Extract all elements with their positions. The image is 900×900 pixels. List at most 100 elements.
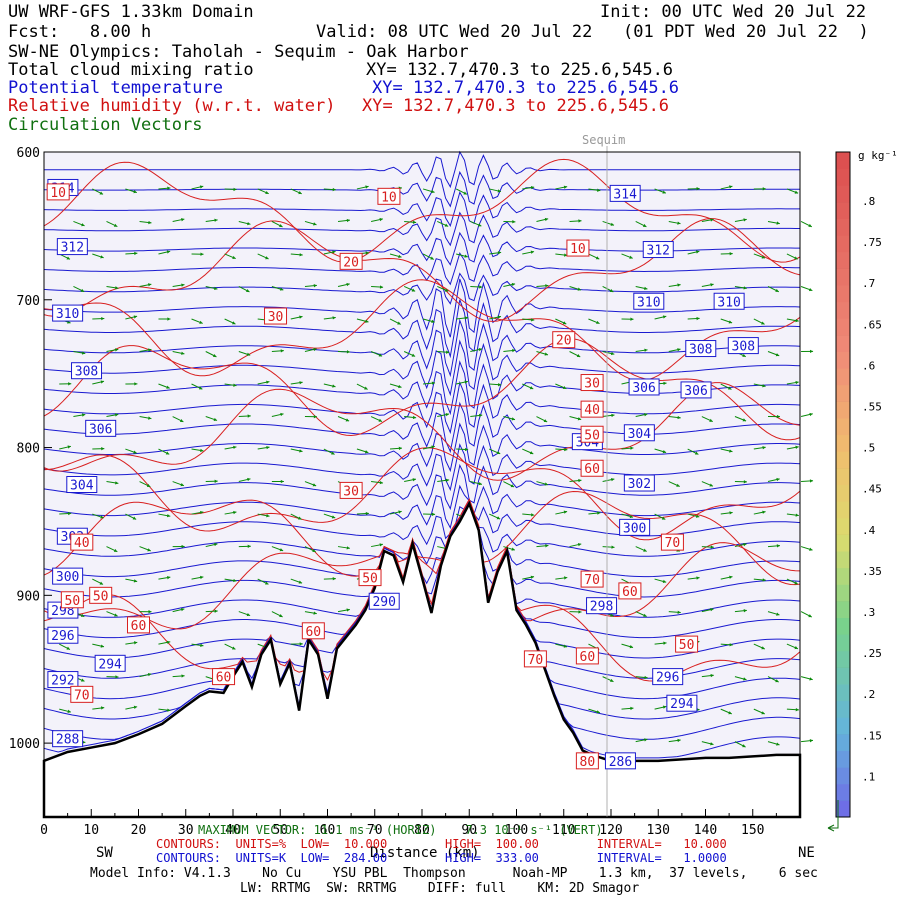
theta-label: 306 [85,419,117,437]
circulation-vector [191,185,204,190]
circulation-vector [720,575,733,580]
valid-time: Valid: 08 UTC Wed 20 Jul 22 (01 PDT Wed … [316,22,869,42]
y-tick-label: 700 [17,294,40,309]
theta-label: 296 [652,668,684,686]
circulation-vector [422,445,435,450]
circulation-vector [536,544,549,548]
svg-text:310: 310 [717,295,740,310]
circulation-vector [125,641,138,645]
circulation-vector [337,608,350,613]
circulation-vector [125,578,138,583]
circulation-vector [489,188,502,193]
circulation-vector [59,511,72,516]
circulation-vector [389,510,402,515]
circulation-vector [753,578,766,582]
circulation-vector [800,546,813,551]
svg-text:70: 70 [584,573,600,588]
circulation-vector [555,447,568,452]
circulation-vector [668,348,681,352]
svg-text:60: 60 [622,585,638,600]
colorbar-label: .5 [862,442,875,455]
circulation-vector [205,351,217,358]
circulation-vector [701,481,714,487]
circulation-vector [238,286,250,293]
model-info: Model Info: V4.1.3 No Cu YSU PBL Thompso… [90,866,818,881]
circulation-vector [92,706,105,710]
theta-label: 286 [604,752,636,770]
colorbar-swatch [836,467,850,485]
svg-text:40: 40 [74,536,90,551]
colorbar-swatch [836,168,850,186]
circulation-vector [654,641,667,645]
colorbar-swatch [836,484,850,502]
circulation-vector [720,318,733,324]
colorbar-swatch [836,650,850,668]
circulation-vector [106,285,119,290]
circulation-vector [767,286,780,293]
circulation-vector [224,318,236,325]
rh-label: 60 [618,582,642,600]
circulation-vector [73,286,85,293]
theta-contour [43,380,801,435]
colorbar-label: .75 [862,236,882,249]
circulation-vector [555,253,568,257]
svg-text:306: 306 [632,381,655,396]
rh-label: 70 [523,650,547,668]
circulation-vector [304,546,316,553]
circulation-vector [701,218,714,222]
theta-contour [43,499,801,565]
y-tick-label: 900 [17,589,40,604]
rh-contour [43,490,801,586]
colorbar-label: .3 [862,606,875,619]
circulation-vector [125,251,138,256]
circulation-vector [456,316,469,320]
x-tick-label: 60 [320,823,336,838]
circulation-vector [92,380,105,385]
svg-text:306: 306 [684,384,707,399]
circulation-vector [621,253,633,259]
svg-text:10: 10 [381,190,397,205]
circulation-vector [635,413,648,418]
circulation-vector [734,285,747,290]
rh-label: 60 [575,647,599,665]
circulation-vector [158,576,171,580]
circulation-vector [290,513,302,520]
var-theta-label: Potential temperature [8,78,223,98]
circulation-vector [125,188,137,194]
sequim-label: Sequim [582,133,626,147]
circulation-vector [370,217,383,222]
circulation-vector [172,607,185,613]
circulation-vector [224,510,237,515]
rh-label: 50 [580,425,604,443]
circulation-vector [522,318,535,322]
circulation-vector [687,316,700,321]
circulation-vector [238,544,251,549]
colorbar-swatch [836,567,850,585]
circulation-vector [423,381,436,385]
rh-label: 20 [339,252,363,270]
y-tick-label: 800 [17,442,40,457]
circulation-vector [734,676,747,681]
circulation-vector [569,542,582,548]
circulation-vector [172,674,185,678]
rh-contour [43,498,801,630]
svg-text:60: 60 [580,650,596,665]
circulation-vector [304,481,317,487]
circulation-vector [668,220,681,225]
rh-label: 70 [70,685,94,703]
max-vector-text: MAXIMUM VECTOR: 11.1 ms⁻¹ (HORIZ) 7.3 10… [198,823,603,837]
circulation-vector [271,611,283,618]
x-tick-label: 80 [414,823,430,838]
circulation-vector [125,448,137,454]
circulation-vector [470,413,483,418]
circulation-vector [257,380,270,385]
circulation-vector [59,445,72,450]
circulation-vector [635,675,648,680]
x-tick-label: 140 [694,823,717,838]
x-axis-ticks: 0 10 20 30 40 50 60 70 80 90 100 110 120 130 140 150 [40,809,777,838]
x-axis-label: Distance (km) [370,845,480,861]
circulation-vector [337,416,350,422]
svg-text:306: 306 [89,422,112,437]
circulation-vector [205,416,218,422]
rh-contour [43,382,801,481]
